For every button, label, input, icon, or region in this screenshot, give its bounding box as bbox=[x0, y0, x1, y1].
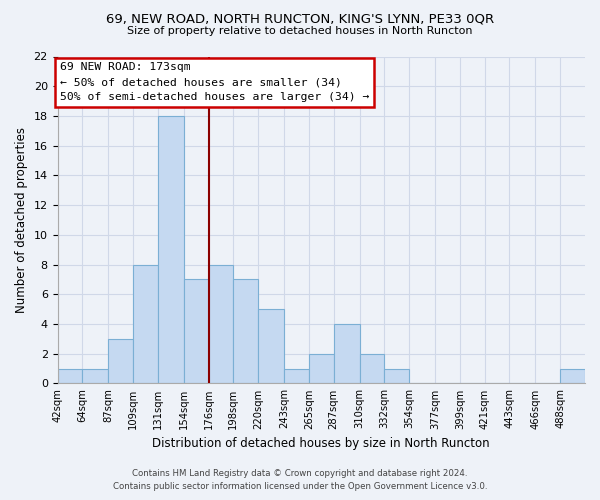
Text: Size of property relative to detached houses in North Runcton: Size of property relative to detached ho… bbox=[127, 26, 473, 36]
Bar bbox=[133, 264, 158, 384]
Bar bbox=[334, 324, 359, 384]
Bar bbox=[385, 368, 409, 384]
Bar bbox=[233, 280, 258, 384]
Bar bbox=[309, 354, 334, 384]
Y-axis label: Number of detached properties: Number of detached properties bbox=[15, 127, 28, 313]
X-axis label: Distribution of detached houses by size in North Runcton: Distribution of detached houses by size … bbox=[152, 437, 490, 450]
Bar bbox=[258, 309, 284, 384]
Text: Contains HM Land Registry data © Crown copyright and database right 2024.
Contai: Contains HM Land Registry data © Crown c… bbox=[113, 470, 487, 491]
Bar bbox=[108, 339, 133, 384]
Bar bbox=[560, 368, 585, 384]
Text: 69 NEW ROAD: 173sqm
← 50% of detached houses are smaller (34)
50% of semi-detach: 69 NEW ROAD: 173sqm ← 50% of detached ho… bbox=[60, 62, 369, 102]
Bar bbox=[158, 116, 184, 384]
Text: 69, NEW ROAD, NORTH RUNCTON, KING'S LYNN, PE33 0QR: 69, NEW ROAD, NORTH RUNCTON, KING'S LYNN… bbox=[106, 12, 494, 26]
Bar bbox=[82, 368, 108, 384]
Bar bbox=[184, 280, 209, 384]
Bar bbox=[359, 354, 385, 384]
Bar bbox=[58, 368, 82, 384]
Bar bbox=[284, 368, 309, 384]
Bar bbox=[209, 264, 233, 384]
